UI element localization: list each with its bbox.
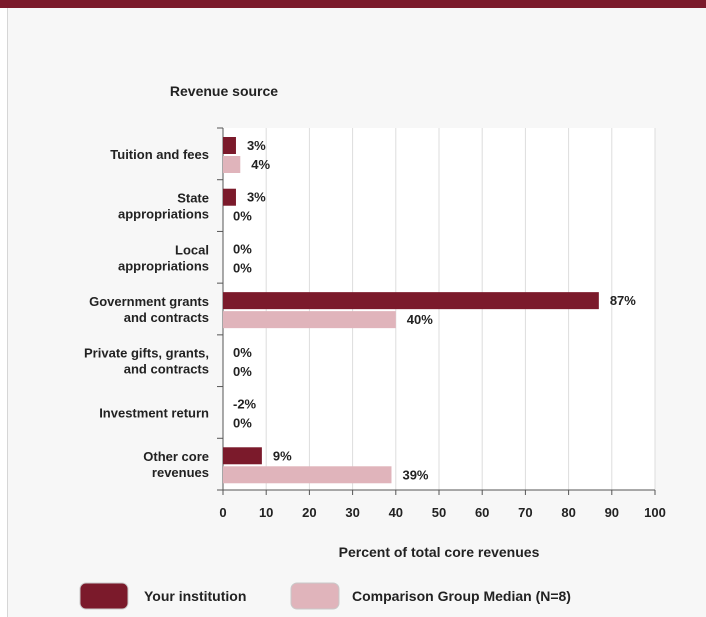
data-label-1-1: 0% (233, 209, 252, 224)
data-label-0-3: 87% (610, 293, 636, 308)
category-label-4-1: and contracts (124, 362, 209, 377)
category-label-3-1: and contracts (124, 310, 209, 325)
data-label-0-5: -2% (233, 397, 257, 412)
x-axis-title: Percent of total core revenues (339, 544, 540, 560)
x-tick-label-40: 40 (389, 505, 403, 520)
category-label-3-0: Government grants (89, 294, 209, 309)
bar-1-6 (223, 466, 392, 484)
category-label-5-0: Investment return (99, 405, 209, 420)
category-label-0-0: Tuition and fees (110, 147, 209, 162)
data-label-1-2: 0% (233, 260, 252, 275)
data-label-1-3: 40% (407, 312, 433, 327)
data-label-1-4: 0% (233, 364, 252, 379)
category-label-1-1: appropriations (118, 207, 209, 222)
bar-0-0 (223, 137, 236, 154)
data-label-1-0: 4% (251, 157, 270, 172)
bar-1-0 (223, 156, 241, 173)
data-label-0-0: 3% (247, 138, 266, 153)
legend-label-0: Your institution (144, 588, 246, 604)
top-accent-bar (0, 0, 706, 8)
category-label-6-0: Other core (143, 449, 209, 464)
y-axis-title: Revenue source (170, 83, 278, 99)
x-tick-label-70: 70 (518, 505, 532, 520)
category-label-4-0: Private gifts, grants, (84, 346, 209, 361)
x-tick-label-10: 10 (259, 505, 273, 520)
category-label-1-0: State (177, 191, 209, 206)
category-label-2-1: appropriations (118, 258, 209, 273)
x-tick-label-50: 50 (432, 505, 446, 520)
legend-swatch-0 (79, 582, 129, 610)
x-tick-label-60: 60 (475, 505, 489, 520)
bar-0-1 (223, 188, 236, 206)
data-label-0-2: 0% (233, 241, 252, 256)
data-label-1-6: 39% (402, 467, 428, 482)
bar-1-3 (223, 311, 396, 329)
legend-swatch-1 (290, 582, 340, 610)
bar-0-6 (223, 447, 262, 465)
category-label-2-0: Local (175, 242, 209, 257)
x-tick-label-100: 100 (644, 505, 666, 520)
x-tick-label-90: 90 (605, 505, 619, 520)
data-label-0-1: 3% (247, 190, 266, 205)
x-tick-label-80: 80 (561, 505, 575, 520)
data-label-0-6: 9% (273, 448, 292, 463)
data-label-1-5: 0% (233, 416, 252, 431)
legend-label-1: Comparison Group Median (N=8) (352, 588, 571, 604)
x-tick-label-0: 0 (219, 505, 226, 520)
x-tick-label-20: 20 (302, 505, 316, 520)
data-label-0-4: 0% (233, 345, 252, 360)
category-label-6-1: revenues (152, 465, 209, 480)
x-tick-label-30: 30 (345, 505, 359, 520)
bar-0-3 (223, 292, 599, 310)
